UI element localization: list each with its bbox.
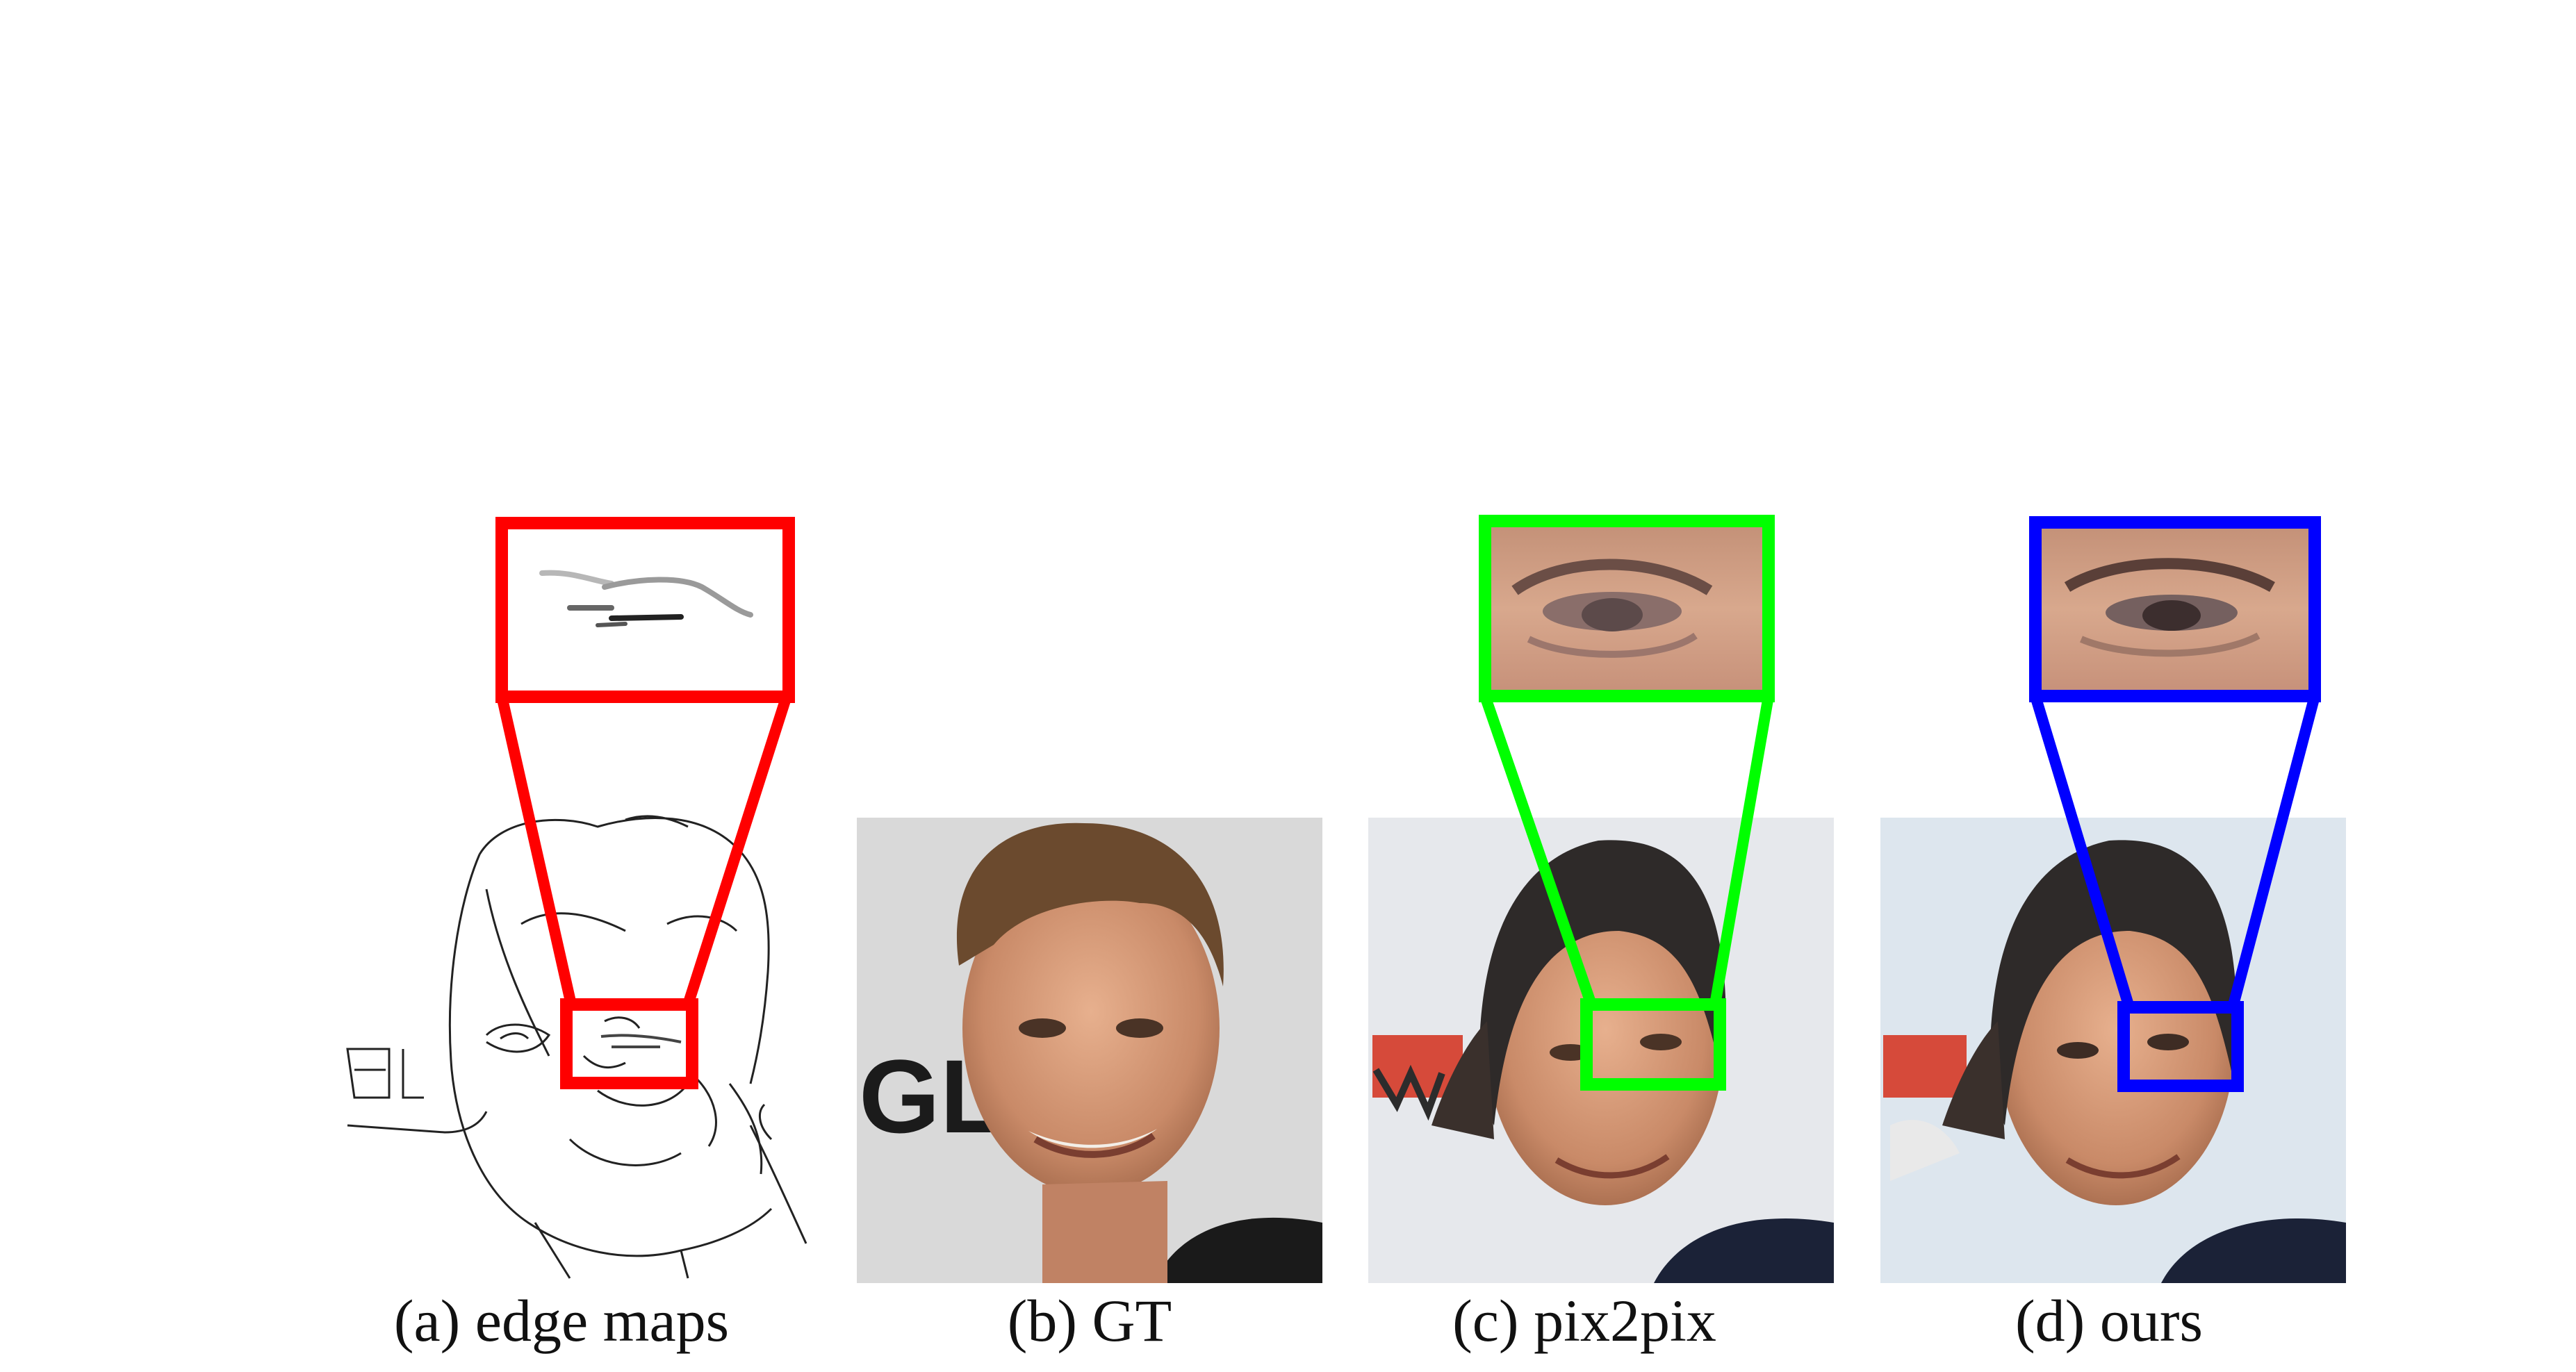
caption-ours: (d) ours [2015, 1287, 2203, 1354]
ours-photo-panel [1880, 818, 2346, 1283]
pix2pix-photo-panel [1368, 818, 1834, 1283]
edge-map-zoom-line-left [496, 695, 577, 1006]
edge-map-panel [346, 815, 807, 1279]
edge-map-zoom-detail [600, 1034, 682, 1048]
pix2pix-zoom-line-right [1709, 695, 1774, 1006]
ours-zoom-line-right [2227, 694, 2320, 1009]
caption-gt: (b) GT [1007, 1287, 1172, 1354]
caption-pix2pix: (c) pix2pix [1452, 1287, 1716, 1354]
caption-edge-maps: (a) edge maps [393, 1287, 730, 1354]
edge-map-zoom-line-right [682, 694, 792, 1007]
edge-map-zoom-box [560, 998, 698, 1089]
pix2pix-inset [1479, 515, 1775, 702]
edge-map-inset-strokes [539, 570, 753, 627]
ours-zoom-line-left [2030, 694, 2135, 1009]
gt-photo-panel: GLA [857, 818, 1322, 1283]
edge-map-inset-bg [502, 523, 789, 697]
ours-inset [2029, 516, 2321, 702]
ours-zoom-box [2117, 1001, 2244, 1092]
pix2pix-zoom-line-left [1479, 694, 1597, 1007]
pix2pix-zoom-box [1580, 998, 1726, 1091]
edge-map-inset-frame [495, 517, 795, 703]
